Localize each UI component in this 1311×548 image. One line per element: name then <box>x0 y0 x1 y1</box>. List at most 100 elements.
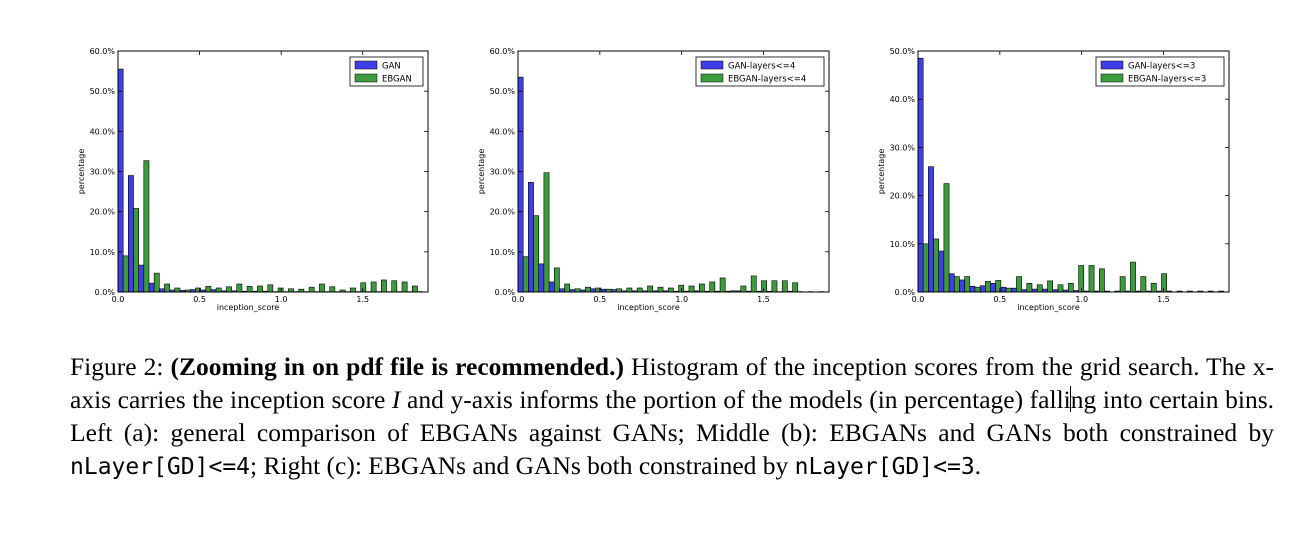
x-tick-label: 0.0 <box>112 295 125 304</box>
bar-gan <box>928 166 934 293</box>
bar-gan <box>138 264 145 293</box>
bar-ebgan <box>740 285 747 293</box>
y-tick-label: 60.0% <box>490 47 516 56</box>
bar-ebgan <box>533 215 540 293</box>
bar-ebgan <box>257 285 263 293</box>
legend-label: GAN <box>382 62 401 72</box>
x-axis-label: inception_score <box>1017 303 1080 312</box>
bar-ebgan <box>1016 276 1022 293</box>
caption-code-1: nLayer[GD]<=4 <box>70 454 251 480</box>
bar-ebgan <box>215 287 222 293</box>
bar-gan <box>1010 287 1017 293</box>
bar-ebgan <box>585 286 591 293</box>
bar-ebgan <box>1067 283 1074 293</box>
legend-label: GAN-layers<=3 <box>1128 62 1195 72</box>
bar-ebgan <box>1130 261 1136 293</box>
bar-ebgan <box>246 286 253 293</box>
bar-ebgan <box>933 238 940 293</box>
caption-prefix: Figure 2: <box>70 352 171 381</box>
y-tick-label: 40.0% <box>90 127 116 136</box>
y-tick-label: 20.0% <box>490 208 516 217</box>
bar-ebgan <box>1057 284 1064 293</box>
caption-text-3: ; Right (c): EBGANs and GANs both constr… <box>250 451 795 480</box>
bar-ebgan <box>1005 287 1012 293</box>
histogram-panel-b: 0.0% 10.0% 20.0% 30.0% 40.0% 50.0% 60.0% 0.0 0.5… <box>477 47 830 312</box>
y-tick-label: 30.0% <box>90 168 116 177</box>
text-cursor <box>1069 386 1071 412</box>
bar-gan <box>517 76 524 293</box>
x-tick-label: 1.0 <box>275 295 288 304</box>
histogram-panel-a: 0.0% 10.0% 20.0% 30.0% 40.0% 50.0% 60.0% 0.0 0.5… <box>77 47 429 312</box>
bar-ebgan <box>308 286 315 293</box>
bar-ebgan <box>657 286 664 293</box>
bar-ebgan <box>360 282 367 293</box>
bar-gan <box>990 283 997 293</box>
bar-gan <box>528 182 534 293</box>
bar-ebgan <box>636 287 643 293</box>
legend-swatch <box>354 73 378 83</box>
y-tick-label: 10.0% <box>890 240 916 249</box>
bar-ebgan <box>647 285 654 293</box>
y-tick-label: 40.0% <box>890 95 916 104</box>
y-tick-label: 0.0% <box>495 288 516 297</box>
bar-ebgan <box>699 283 705 293</box>
plot-frame <box>517 50 830 293</box>
bar-ebgan <box>143 160 150 293</box>
bar-ebgan <box>667 287 674 293</box>
bar-ebgan <box>771 280 778 293</box>
bar-ebgan <box>319 283 325 293</box>
bar-ebgan <box>153 272 160 293</box>
y-tick-label: 50.0% <box>90 87 116 96</box>
x-tick-label: 1.5 <box>356 295 369 304</box>
bar-ebgan <box>985 281 991 293</box>
bar-ebgan <box>1161 273 1167 293</box>
bar-gan <box>117 68 124 293</box>
bar-ebgan <box>1099 268 1105 293</box>
bar-ebgan <box>522 256 529 293</box>
bar-ebgan <box>964 276 971 293</box>
bar-ebgan <box>1150 283 1157 293</box>
bar-ebgan <box>792 282 799 293</box>
caption-code-2: nLayer[GD]<=3 <box>794 454 975 480</box>
bar-ebgan <box>626 287 633 293</box>
bar-ebgan <box>122 255 129 293</box>
x-tick-label: 1.0 <box>675 295 688 304</box>
bar-gan <box>538 263 545 293</box>
bar-ebgan <box>226 286 232 293</box>
legend-label: EBGAN <box>382 75 412 85</box>
x-axis-label: inception_score <box>217 303 280 312</box>
bar-ebgan <box>1078 265 1085 293</box>
legend-label: EBGAN-layers<=4 <box>728 75 806 85</box>
bar-gan <box>938 250 945 293</box>
legend-swatch <box>700 73 724 83</box>
bar-ebgan <box>922 243 929 293</box>
legend-label: EBGAN-layers<=3 <box>1128 75 1206 85</box>
bar-ebgan <box>719 277 726 293</box>
bar-ebgan <box>564 283 571 293</box>
x-tick-label: 1.5 <box>757 295 770 304</box>
bar-gan <box>969 285 976 293</box>
legend-swatch <box>354 60 378 70</box>
y-tick-label: 50.0% <box>890 47 916 56</box>
y-tick-label: 40.0% <box>490 127 516 136</box>
bar-ebgan <box>688 285 695 293</box>
x-tick-label: 0.5 <box>193 295 206 304</box>
bar-ebgan <box>236 283 243 293</box>
bar-ebgan <box>761 280 767 293</box>
bar-gan <box>948 273 955 293</box>
bar-ebgan <box>553 267 560 293</box>
bar-ebgan <box>781 280 788 293</box>
bar-ebgan <box>974 286 981 293</box>
bar-ebgan <box>401 281 408 293</box>
y-tick-label: 0.0% <box>895 288 916 297</box>
y-tick-label: 30.0% <box>890 143 916 152</box>
bar-ebgan <box>953 276 960 293</box>
bar-gan <box>128 175 134 293</box>
bar-gan <box>979 285 986 293</box>
bar-ebgan <box>709 281 716 293</box>
caption-variable: I <box>391 385 401 414</box>
bar-ebgan <box>1119 276 1126 293</box>
bar-ebgan <box>1088 265 1095 293</box>
bar-gan <box>148 282 155 293</box>
figure-caption: Figure 2: (Zooming in on pdf file is rec… <box>70 350 1274 484</box>
